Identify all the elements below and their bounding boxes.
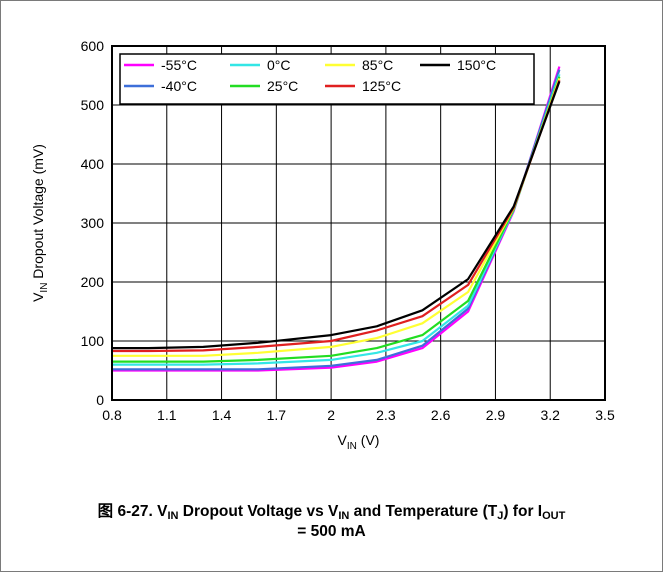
x-tick-label: 3.2 (540, 407, 560, 423)
y-tick-label: 300 (81, 215, 105, 231)
legend-label: 125°C (362, 78, 401, 94)
y-tick-label: 0 (96, 392, 104, 408)
x-tick-label: 2 (327, 407, 335, 423)
x-tick-label: 3.5 (595, 407, 615, 423)
y-axis-label: VIN Dropout Voltage (mV) (30, 144, 50, 302)
series-line-85°C (112, 78, 561, 357)
x-tick-label: 1.1 (157, 407, 177, 423)
x-tick-label: 2.3 (376, 407, 396, 423)
series-line--40°C (112, 69, 561, 371)
series-line-25°C (112, 76, 561, 363)
x-axis-label: VIN (V) (338, 432, 380, 452)
x-tick-label: 1.7 (267, 407, 287, 423)
figure-caption: 图 6-27. VIN Dropout Voltage vs VIN and T… (0, 502, 663, 542)
legend-label: 85°C (362, 57, 393, 73)
legend-label: -40°C (161, 78, 197, 94)
x-tick-label: 2.6 (431, 407, 451, 423)
caption-line-1: 图 6-27. VIN Dropout Voltage vs VIN and T… (97, 503, 566, 522)
legend-label: -55°C (161, 57, 197, 73)
chart: 0.8 1.1 1.4 1.7 2 2.3 2.6 2.9 3.2 3.5 0 100 200 300 40… (30, 38, 615, 452)
caption-line-2: = 500 mA (297, 523, 366, 540)
tick-labels: 0.8 1.1 1.4 1.7 2 2.3 2.6 2.9 3.2 3.5 0 100 200 300 40… (81, 38, 615, 423)
legend-label: 0°C (267, 57, 291, 73)
series-line-0°C (112, 73, 561, 366)
y-tick-label: 100 (81, 333, 105, 349)
legend-label: 25°C (267, 78, 298, 94)
y-tick-label: 400 (81, 156, 105, 172)
series-lines (112, 66, 561, 372)
x-tick-label: 0.8 (102, 407, 122, 423)
series-line-125°C (112, 79, 561, 353)
series-line-150°C (112, 81, 561, 350)
x-tick-label: 2.9 (486, 407, 506, 423)
x-tick-label: 1.4 (212, 407, 232, 423)
y-tick-label: 600 (81, 38, 105, 54)
plot-area-border (111, 45, 606, 401)
y-tick-label: 200 (81, 274, 105, 290)
legend: -55°C 0°C 85°C 150°C -40°C 25°C 125°C (119, 53, 535, 105)
legend-label: 150°C (457, 57, 496, 73)
series-line--55°C (112, 66, 561, 372)
legend-box (119, 53, 535, 105)
y-tick-label: 500 (81, 97, 105, 113)
